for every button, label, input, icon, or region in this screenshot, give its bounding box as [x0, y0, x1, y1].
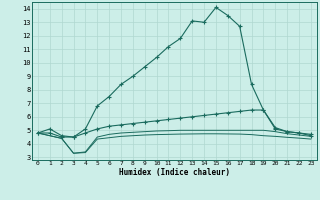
- X-axis label: Humidex (Indice chaleur): Humidex (Indice chaleur): [119, 168, 230, 177]
